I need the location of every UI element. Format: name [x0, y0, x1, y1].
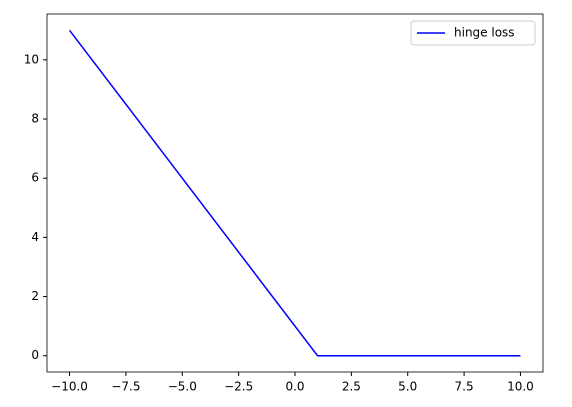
- y-tick-label: 10: [24, 52, 39, 66]
- x-tick-label: −2.5: [224, 380, 253, 394]
- x-tick-label: 7.5: [455, 380, 474, 394]
- x-tick-label: −10.0: [51, 380, 88, 394]
- y-tick-label: 4: [31, 230, 39, 244]
- y-tick-label: 8: [31, 112, 39, 126]
- line-series: [68, 29, 521, 357]
- x-tick-label: 5.0: [398, 380, 417, 394]
- y-tick-label: 0: [31, 348, 39, 362]
- axes-frame: [46, 13, 544, 373]
- y-tick-label: 6: [31, 171, 39, 185]
- x-tick-label: 2.5: [342, 380, 361, 394]
- legend-label: hinge loss: [454, 26, 515, 40]
- x-tick-label: −7.5: [111, 380, 140, 394]
- legend-box: [410, 20, 536, 46]
- x-tick-label: 10.0: [507, 380, 534, 394]
- x-tick-label: 0.0: [285, 380, 304, 394]
- x-tick-label: −5.0: [168, 380, 197, 394]
- y-tick-label: 2: [31, 289, 39, 303]
